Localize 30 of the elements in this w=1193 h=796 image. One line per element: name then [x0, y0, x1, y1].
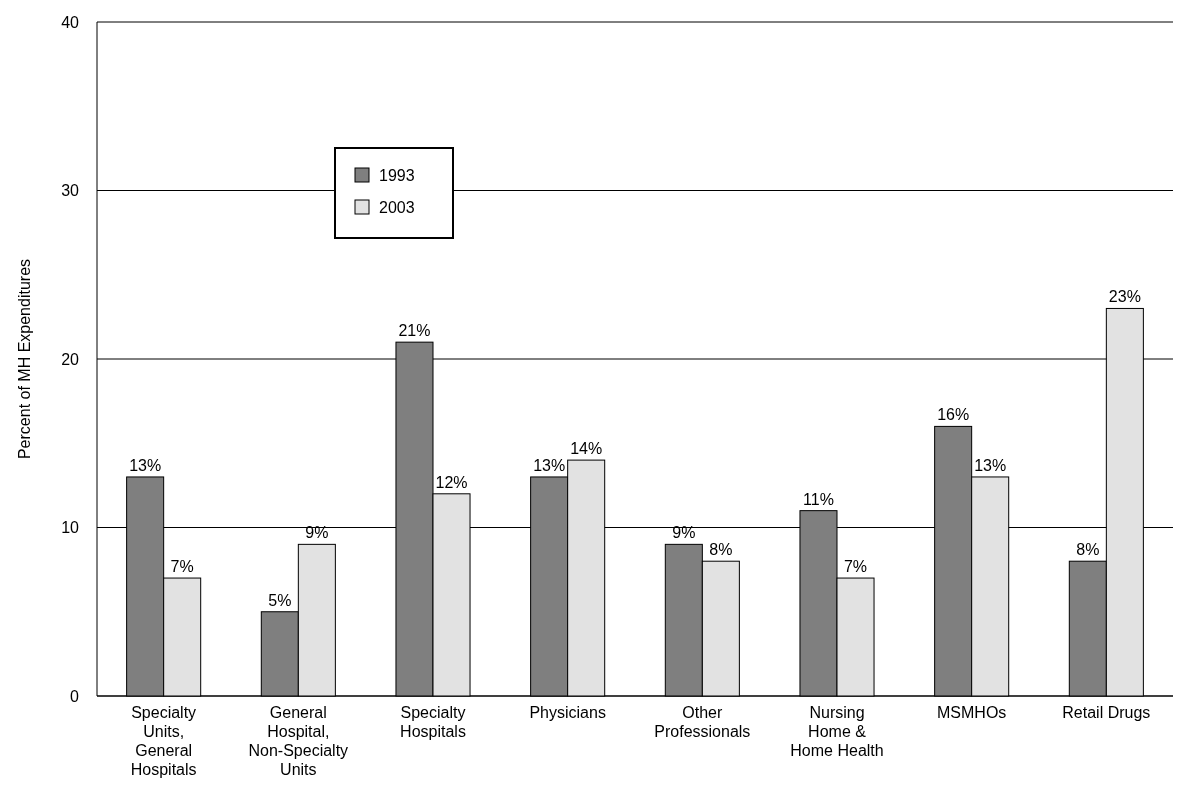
- data-label: 7%: [843, 558, 868, 576]
- x-tick-label: General Hospital, Non-Specialty Units: [248, 704, 349, 778]
- x-tick-label: Retail Drugs: [1062, 704, 1151, 721]
- data-label: 5%: [268, 591, 292, 609]
- y-axis-title: Percent of MH Expenditures: [16, 258, 33, 460]
- y-tick-label: 0: [70, 687, 80, 705]
- data-label: 7%: [170, 558, 194, 576]
- data-label: 8%: [1076, 541, 1100, 559]
- x-tick-label: MSMHOs: [937, 704, 1007, 721]
- x-tick-label: Nursing Home & Home Health: [790, 704, 884, 759]
- y-tick-label: 10: [61, 519, 80, 537]
- data-label: 13%: [533, 456, 566, 474]
- x-tick-label: Specialty Hospitals: [400, 704, 466, 740]
- data-label: 14%: [570, 440, 603, 458]
- x-tick-label: Specialty Units, General Hospitals: [130, 704, 197, 778]
- data-label: 8%: [709, 541, 733, 559]
- data-label: 12%: [435, 473, 468, 491]
- data-label: 11%: [803, 490, 834, 508]
- y-tick-label: 40: [61, 13, 80, 31]
- data-label: 23%: [1108, 288, 1141, 306]
- legend-label: 2003: [379, 198, 415, 216]
- data-label: 13%: [129, 456, 162, 474]
- x-tick-label: Physicians: [529, 704, 606, 721]
- data-label: 16%: [937, 406, 970, 424]
- x-tick-label: Other Professionals: [654, 704, 751, 740]
- y-tick-label: 30: [61, 182, 80, 200]
- legend-label: 1993: [379, 166, 415, 184]
- y-tick-label: 20: [61, 350, 80, 368]
- data-label: 21%: [398, 322, 431, 340]
- data-label: 13%: [974, 456, 1007, 474]
